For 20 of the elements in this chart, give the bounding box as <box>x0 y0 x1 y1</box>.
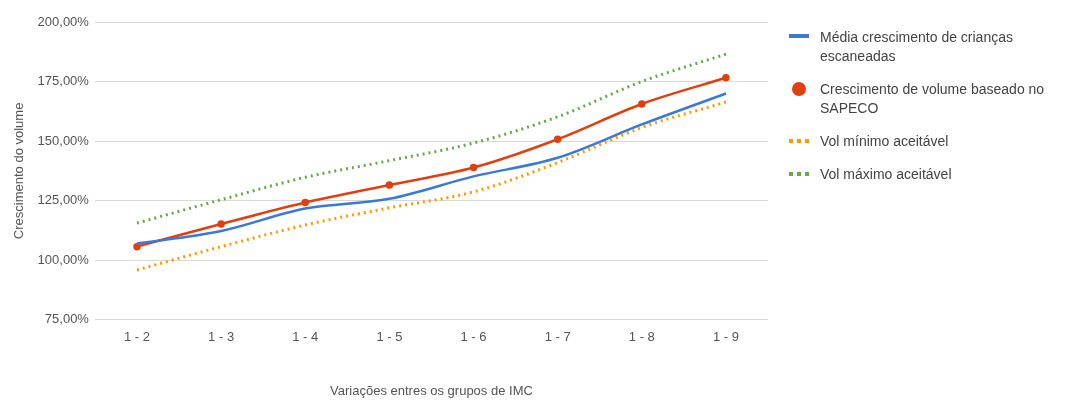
x-tick-label: 1 - 4 <box>292 329 319 345</box>
x-tick-label: 1 - 9 <box>712 329 739 345</box>
legend-label: Vol máximo aceitável <box>820 165 953 184</box>
y-tick-label: 200,00% <box>37 13 90 29</box>
y-axis-title: Crescimento do volume <box>11 102 27 240</box>
x-tick-label: 1 - 7 <box>544 329 571 345</box>
y-tick-label: 175,00% <box>37 73 90 89</box>
x-axis-title: Variações entres os grupos de IMC <box>330 382 533 398</box>
y-tick-label: 75,00% <box>44 311 90 327</box>
y-tick-label: 125,00% <box>37 192 90 208</box>
y-tick-label: 100,00% <box>37 251 90 267</box>
legend-label: Crescimento de volume baseado no SAPECO <box>820 80 1046 118</box>
x-tick-label: 1 - 8 <box>628 329 655 345</box>
x-tick-label: 1 - 3 <box>208 329 235 345</box>
x-tick-label: 1 - 2 <box>123 329 150 345</box>
legend-label: Vol mínimo aceitável <box>820 132 950 151</box>
x-tick-label: 1 - 6 <box>460 329 487 345</box>
legend-label: Média crescimento de crianças escaneadas <box>820 28 1014 66</box>
y-tick-label: 150,00% <box>37 132 90 148</box>
x-tick-label: 1 - 5 <box>376 329 403 345</box>
